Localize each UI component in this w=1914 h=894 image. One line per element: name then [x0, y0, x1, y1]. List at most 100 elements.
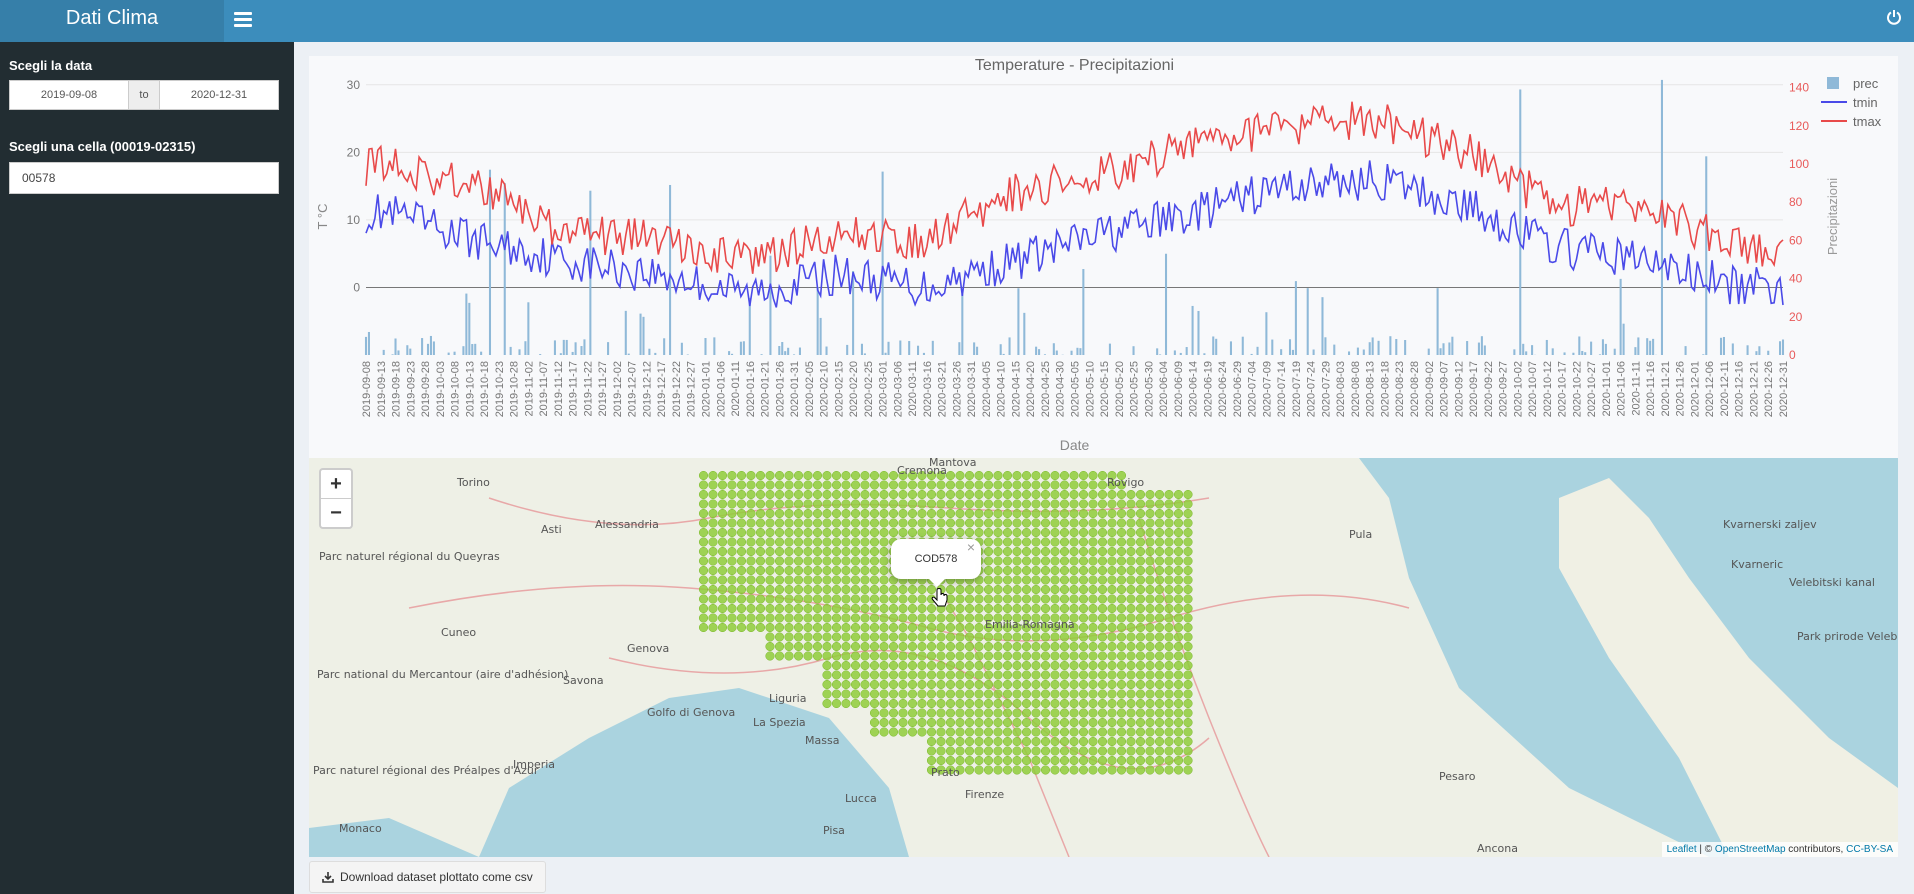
grid-cell-marker: [926, 679, 937, 690]
cell-input[interactable]: 00578: [9, 162, 279, 194]
app-logo[interactable]: Dati Clima: [0, 0, 224, 42]
grid-cell-marker: [860, 632, 870, 642]
grid-cell-marker: [1059, 641, 1070, 652]
grid-cell-marker: [822, 622, 832, 633]
map-place-label: Pisa: [823, 824, 845, 837]
grid-cell-marker: [1078, 660, 1089, 671]
grid-cell-marker: [784, 575, 794, 585]
grid-cell-marker: [964, 641, 975, 652]
popup-close-icon[interactable]: ×: [966, 539, 975, 555]
grid-cell-marker: [1021, 546, 1032, 557]
grid-cell-marker: [822, 651, 832, 661]
grid-cell-marker: [1069, 537, 1079, 547]
grid-cell-marker: [1164, 755, 1174, 766]
zoom-out-button[interactable]: −: [330, 502, 342, 524]
grid-cell-marker: [1164, 670, 1174, 680]
grid-cell-marker: [736, 603, 747, 614]
date-to-input[interactable]: 2020-12-31: [159, 80, 279, 110]
grid-cell-marker: [1173, 537, 1184, 547]
x-tick-label: 2020-05-10: [1084, 361, 1096, 417]
grid-cell-marker: [736, 518, 747, 528]
sidebar-toggle-icon[interactable]: [234, 10, 252, 28]
grid-cell-marker: [1040, 622, 1051, 633]
grid-cell-marker: [793, 527, 804, 538]
grid-cell-marker: [1002, 537, 1013, 547]
x-tick-label: 2020-07-29: [1320, 361, 1332, 417]
grid-cell-marker: [793, 470, 804, 481]
grid-cell-marker: [1078, 537, 1089, 547]
grid-cell-marker: [1040, 689, 1051, 699]
grid-cell-marker: [1088, 670, 1098, 680]
grid-cell-marker: [717, 470, 728, 481]
grid-cell-marker: [1002, 717, 1013, 728]
x-tick-label: 2020-12-26: [1763, 361, 1775, 417]
download-csv-button[interactable]: Download dataset plottato come csv: [309, 861, 546, 893]
grid-cell-marker: [860, 603, 870, 614]
grid-cell-marker: [955, 679, 965, 690]
grid-cell-marker: [879, 575, 889, 585]
x-tick-label: 2020-11-06: [1616, 361, 1628, 416]
grid-cell-marker: [860, 499, 870, 509]
grid-cell-marker: [974, 622, 984, 633]
grid-cell-marker: [936, 755, 946, 766]
grid-cell-marker: [1069, 575, 1079, 585]
date-from-input[interactable]: 2019-09-08: [9, 80, 129, 110]
grid-cell-marker: [1012, 537, 1022, 547]
grid-cell-marker: [993, 565, 1003, 576]
grid-cell-marker: [1116, 689, 1127, 699]
grid-cell-marker: [1116, 546, 1127, 557]
zoom-in-button[interactable]: +: [321, 470, 351, 499]
leaflet-link[interactable]: Leaflet: [1666, 844, 1697, 855]
grid-cell-marker: [955, 527, 965, 538]
x-tick-label: 2020-01-01: [700, 361, 712, 417]
grid-cell-marker: [1031, 546, 1041, 557]
osm-link[interactable]: OpenStreetMap: [1714, 844, 1786, 855]
license-link[interactable]: CC-BY-SA: [1846, 844, 1893, 855]
map-place-label: Parc national du Mercantour (aire d'adhé…: [317, 668, 568, 681]
grid-cell-marker: [765, 499, 775, 509]
grid-cell-marker: [831, 499, 842, 509]
grid-cell-marker: [727, 518, 737, 528]
grid-cell-marker: [879, 499, 889, 509]
grid-cell-marker: [841, 480, 851, 490]
grid-cell-marker: [1097, 470, 1108, 481]
map-canvas[interactable]: TorinoAlessandriaAstiCuneoSavonaGenovaMa…: [309, 458, 1898, 857]
grid-cell-marker: [926, 727, 937, 737]
prec-bar: [488, 169, 492, 355]
grid-cell-marker: [708, 622, 718, 633]
power-icon[interactable]: [1886, 9, 1902, 25]
prec-bar: [1649, 340, 1652, 355]
grid-cell-marker: [736, 575, 747, 585]
grid-cell-marker: [993, 717, 1003, 728]
grid-cell-marker: [727, 537, 737, 547]
grid-cell-marker: [708, 603, 718, 614]
grid-cell-marker: [1069, 717, 1079, 728]
grid-cell-marker: [1078, 470, 1089, 481]
grid-cell-marker: [879, 489, 889, 500]
grid-cell-marker: [1183, 546, 1193, 557]
grid-cell-marker: [1078, 727, 1089, 737]
temperature-precipitation-chart[interactable]: Temperature - Precipitazioni010203002040…: [309, 56, 1898, 458]
grid-cell-marker: [936, 717, 946, 728]
prec-bar: [1280, 349, 1283, 355]
grid-cell-marker: [1183, 727, 1193, 737]
grid-cell-marker: [822, 499, 832, 509]
grid-cell-marker: [1078, 651, 1089, 661]
grid-cell-marker: [1021, 698, 1032, 709]
grid-cell-marker: [1097, 651, 1108, 661]
grid-cell-marker: [1183, 622, 1193, 633]
grid-cell-marker: [1145, 727, 1155, 737]
grid-cell-marker: [955, 594, 965, 604]
grid-cell-marker: [717, 594, 728, 604]
prec-bar: [1395, 338, 1398, 355]
grid-cell-marker: [879, 708, 889, 718]
grid-cell-marker: [850, 518, 861, 528]
grid-cell-marker: [1078, 746, 1089, 756]
grid-cell-marker: [822, 679, 832, 690]
grid-cell-marker: [831, 508, 842, 519]
map-panel[interactable]: Torino Alessandria Asti Cuneo Savona Genova Ma…: [309, 458, 1898, 857]
prec-bar: [503, 183, 506, 355]
grid-cell-marker: [898, 651, 908, 661]
grid-cell-marker: [812, 622, 823, 633]
grid-cell-marker: [1078, 622, 1089, 633]
